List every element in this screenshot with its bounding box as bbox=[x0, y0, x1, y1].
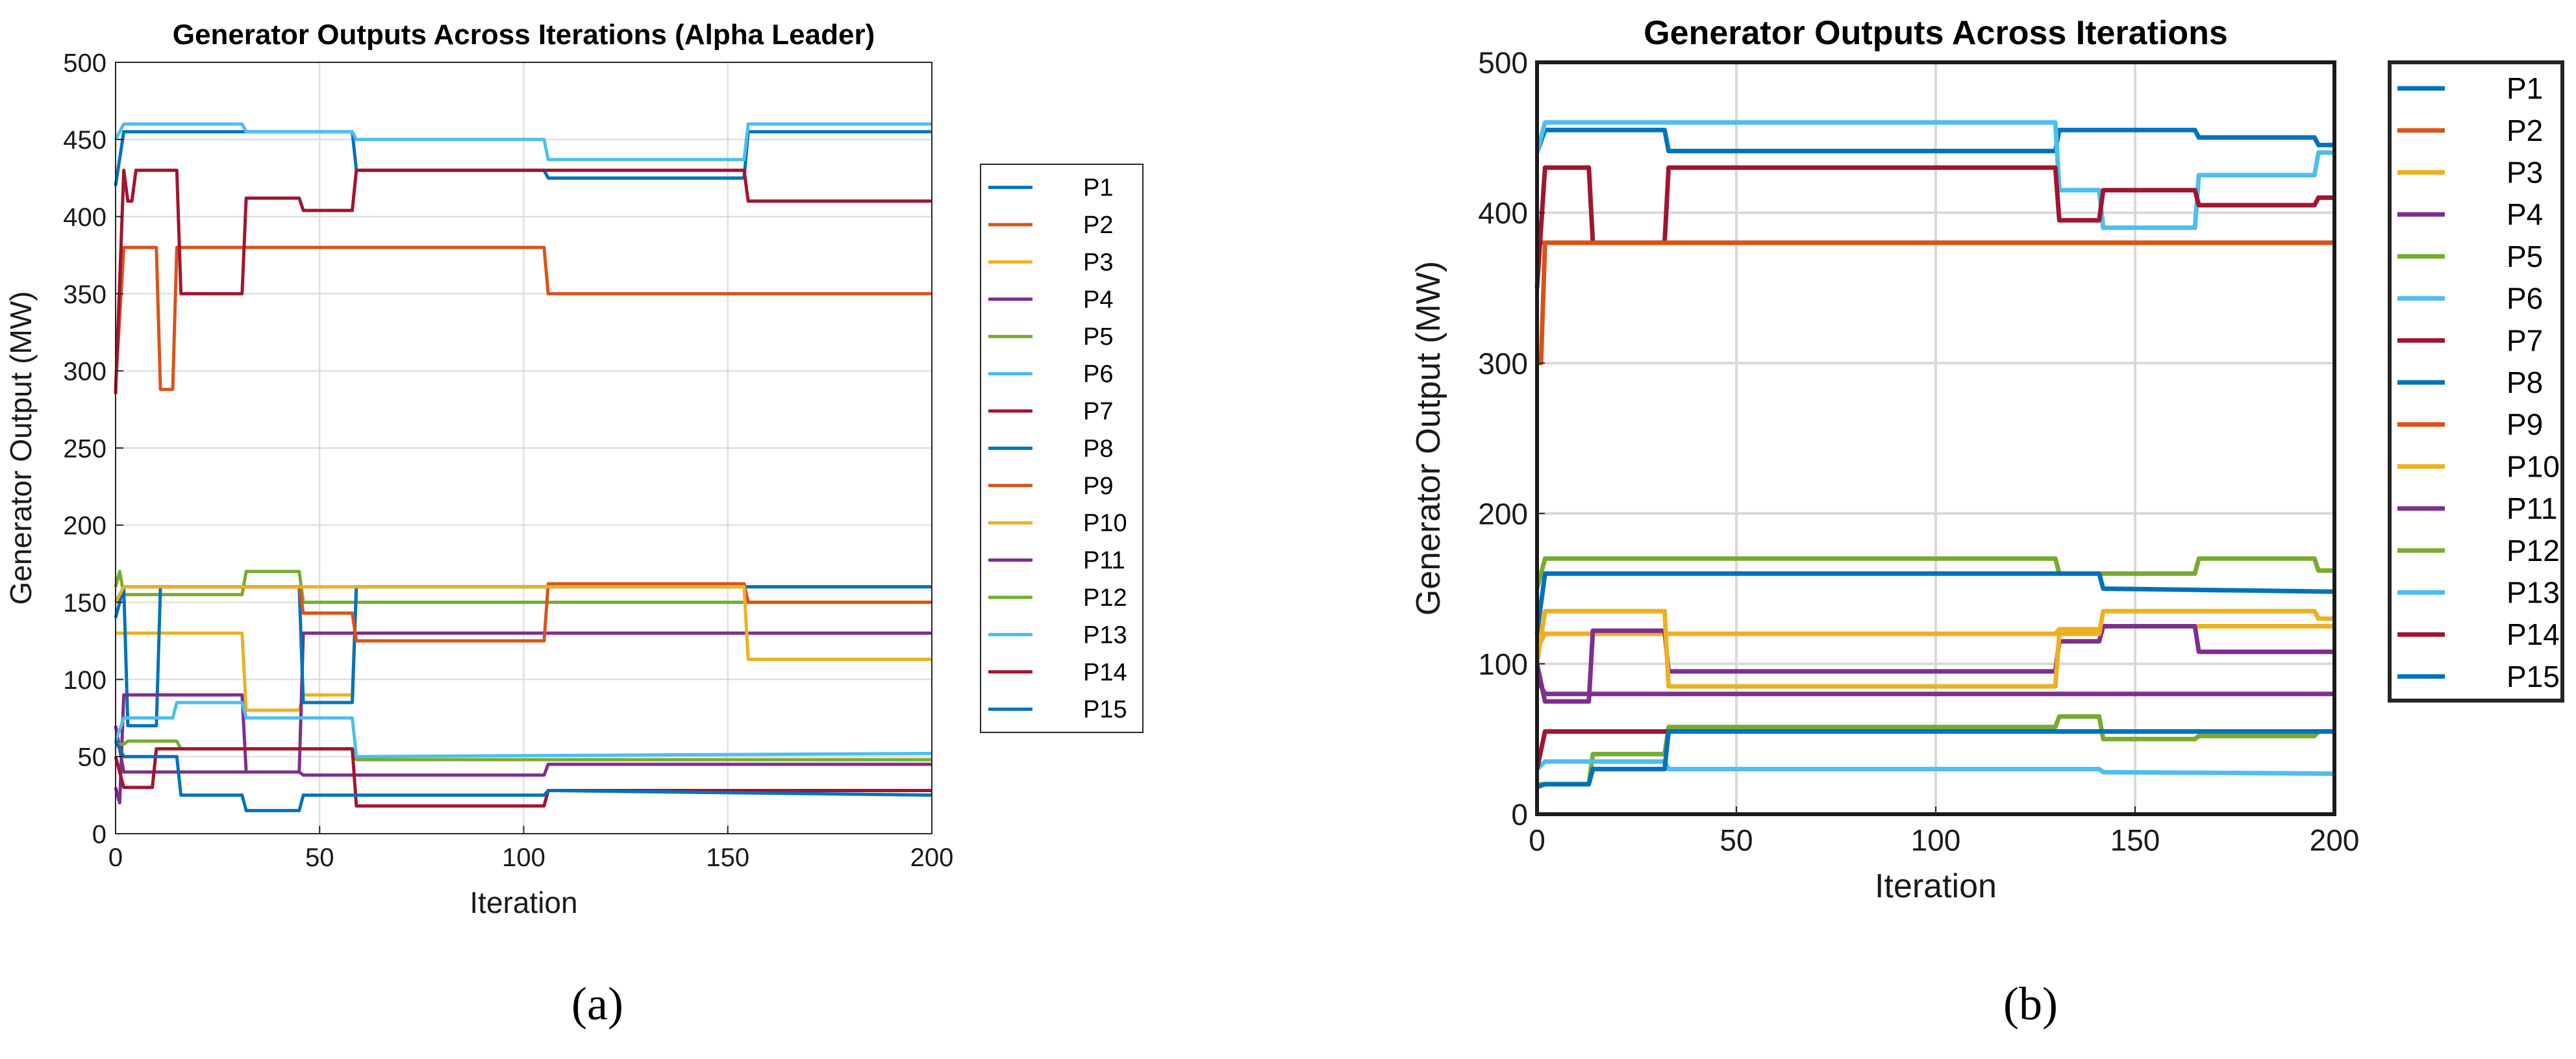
x-tick-label: 0 bbox=[108, 843, 123, 872]
legend-label-p1: P1 bbox=[1083, 175, 1113, 202]
y-tick-label: 150 bbox=[63, 589, 106, 617]
series-line-p11 bbox=[1534, 677, 2334, 697]
legend-label-p12: P12 bbox=[2507, 534, 2560, 567]
series-line-p9 bbox=[1537, 240, 2334, 366]
legend-label-p13: P13 bbox=[1083, 621, 1127, 649]
legend-label-p15: P15 bbox=[2507, 660, 2560, 693]
legend-label-p14: P14 bbox=[1083, 659, 1127, 686]
series-line-p8 bbox=[1534, 571, 2335, 634]
legend-label-p5: P5 bbox=[2507, 240, 2543, 273]
series-line-p15 bbox=[1536, 729, 2334, 790]
series-line-p2 bbox=[114, 245, 932, 392]
legend-label-p9: P9 bbox=[2507, 408, 2543, 442]
y-axis-label: Generator Output (MW) bbox=[1410, 261, 1447, 616]
legend-label-p12: P12 bbox=[1083, 584, 1127, 612]
series-line-p13 bbox=[1535, 759, 2335, 776]
y-tick-label: 0 bbox=[1511, 798, 1528, 832]
x-axis-label: Iteration bbox=[1875, 867, 1997, 905]
y-tick-label: 200 bbox=[1478, 497, 1528, 530]
x-tick-label: 200 bbox=[910, 843, 954, 872]
y-tick-label: 300 bbox=[63, 358, 106, 386]
series-line-p7 bbox=[114, 168, 932, 394]
x-tick-label: 50 bbox=[1719, 823, 1753, 857]
x-tick-label: 150 bbox=[706, 843, 749, 872]
x-tick-label: 100 bbox=[1911, 823, 1961, 857]
series-line-p10 bbox=[114, 585, 932, 661]
y-tick-label: 50 bbox=[78, 743, 107, 772]
legend-label-p6: P6 bbox=[2507, 282, 2543, 316]
legend-label-p8: P8 bbox=[2507, 366, 2543, 399]
subfigure-caption: (a) bbox=[571, 978, 623, 1030]
legend-label-p1: P1 bbox=[2507, 71, 2543, 105]
y-tick-label: 300 bbox=[1478, 347, 1528, 380]
subfigure-caption: (b) bbox=[2003, 978, 2058, 1030]
legend-label-p7: P7 bbox=[2507, 323, 2543, 357]
series-line-p7 bbox=[1534, 165, 2334, 288]
y-tick-label: 500 bbox=[1478, 46, 1528, 80]
legend-label-p13: P13 bbox=[2507, 576, 2560, 610]
series-line-p1 bbox=[1534, 127, 2334, 154]
series-line-p11 bbox=[114, 693, 932, 804]
legend: P1 P2 P3 P4 P5 P6 P7 P8 P9 P10 P11 P12 P13 P14 P15 bbox=[2388, 60, 2564, 703]
legend-label-p11: P11 bbox=[1083, 547, 1125, 575]
series-line-p10 bbox=[1534, 608, 2334, 689]
legend-label-p6: P6 bbox=[1083, 361, 1113, 388]
x-axis-label: Iteration bbox=[469, 886, 577, 919]
legend-label-p3: P3 bbox=[2507, 156, 2543, 190]
legend-label-p5: P5 bbox=[1083, 323, 1113, 351]
legend-label-p4: P4 bbox=[2507, 197, 2543, 231]
y-tick-label: 400 bbox=[1478, 196, 1528, 230]
legend-label-p14: P14 bbox=[2507, 617, 2560, 651]
series-line-p4 bbox=[1534, 624, 2334, 704]
y-tick-label: 500 bbox=[63, 49, 106, 77]
chart-title: Generator Outputs Across Iterations bbox=[1644, 14, 2228, 52]
series-line-p5 bbox=[114, 569, 932, 604]
y-axis-label: Generator Output (MW) bbox=[4, 291, 38, 604]
y-tick-label: 100 bbox=[63, 666, 106, 695]
legend-label-p10: P10 bbox=[2507, 449, 2560, 483]
series-line-p15 bbox=[114, 740, 932, 812]
legend-label-p9: P9 bbox=[1083, 473, 1113, 500]
y-tick-label: 350 bbox=[63, 280, 106, 309]
y-tick-label: 0 bbox=[92, 820, 106, 849]
x-tick-label: 150 bbox=[2110, 823, 2160, 857]
x-tick-label: 0 bbox=[1529, 823, 1545, 857]
y-tick-label: 250 bbox=[63, 434, 106, 463]
y-tick-label: 200 bbox=[63, 512, 106, 540]
chart-b: 0 50 100 150 200 0 100 200 300 400 500 Generator Ou… bbox=[1410, 14, 2564, 1030]
legend-label-p11: P11 bbox=[2507, 492, 2557, 525]
y-tick-label: 400 bbox=[63, 203, 106, 232]
legend-label-p2: P2 bbox=[1083, 212, 1113, 239]
chart-title: Generator Outputs Across Iterations (Alp… bbox=[173, 19, 875, 51]
legend-label-p2: P2 bbox=[2507, 114, 2543, 147]
series-line-p6 bbox=[114, 122, 932, 162]
series-line-p14 bbox=[114, 747, 932, 808]
y-tick-label: 100 bbox=[1478, 647, 1528, 681]
legend-label-p15: P15 bbox=[1083, 696, 1127, 723]
x-tick-label: 50 bbox=[305, 843, 334, 872]
series-line-p13 bbox=[114, 701, 932, 758]
y-tick-label: 450 bbox=[63, 126, 106, 155]
legend-label-p10: P10 bbox=[1083, 510, 1127, 537]
legend-label-p8: P8 bbox=[1083, 435, 1113, 462]
x-tick-label: 100 bbox=[502, 843, 545, 872]
chart-a: 0 50 100 150 200 0 50 100 150 200 250 300 350 400 450 5… bbox=[4, 19, 1144, 1030]
x-tick-label: 200 bbox=[2310, 823, 2360, 857]
legend-label-p7: P7 bbox=[1083, 398, 1113, 425]
legend-label-p4: P4 bbox=[1083, 286, 1113, 314]
legend: P1 P2 P3 P4 P5 P6 P7 P8 P9 P10 P11 P12 P13 P14 P15 bbox=[980, 164, 1144, 733]
legend-label-p3: P3 bbox=[1083, 249, 1113, 276]
